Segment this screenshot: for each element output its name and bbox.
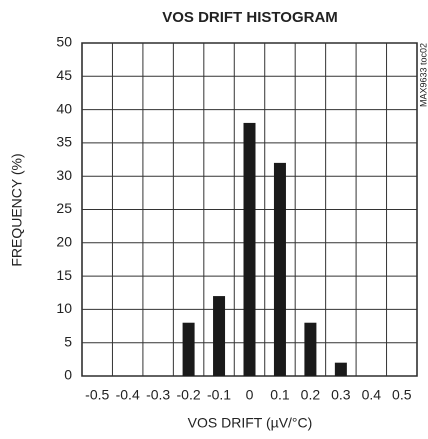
x-tick-label: -0.3 [146, 387, 170, 403]
chart-title: VOS DRIFT HISTOGRAM [162, 9, 338, 26]
x-tick-label: 0 [246, 387, 254, 403]
y-tick-label: 20 [56, 234, 72, 250]
y-tick-label: 15 [56, 267, 72, 283]
bar [182, 322, 195, 376]
y-tick-label: 40 [56, 100, 72, 116]
y-tick-label: 35 [56, 134, 72, 150]
bar [273, 162, 286, 376]
x-tick-label: -0.4 [116, 387, 140, 403]
bar [243, 122, 256, 376]
y-tick-label: 50 [56, 34, 72, 50]
y-tick-label: 5 [64, 333, 72, 349]
x-axis-label: VOS DRIFT (µV/°C) [188, 415, 313, 431]
bar [304, 322, 317, 376]
x-tick-label: -0.2 [177, 387, 201, 403]
y-tick-label: 30 [56, 167, 72, 183]
x-tick-label: 0.2 [301, 387, 321, 403]
bar [213, 296, 226, 376]
x-tick-label: -0.1 [207, 387, 231, 403]
x-tick-label: -0.5 [85, 387, 109, 403]
x-tick-label: 0.1 [270, 387, 290, 403]
y-tick-label: 25 [56, 200, 72, 216]
y-tick-label: 10 [56, 300, 72, 316]
x-tick-label: 0.5 [392, 387, 412, 403]
y-tick-label: 45 [56, 67, 72, 83]
x-tick-label: 0.4 [362, 387, 382, 403]
y-tick-label: 0 [64, 367, 72, 383]
x-tick-label: 0.3 [331, 387, 351, 403]
annotation: MAX9633 toc02 [418, 43, 428, 107]
bar [334, 362, 347, 376]
y-axis-label: FREQUENCY (%) [9, 153, 25, 266]
